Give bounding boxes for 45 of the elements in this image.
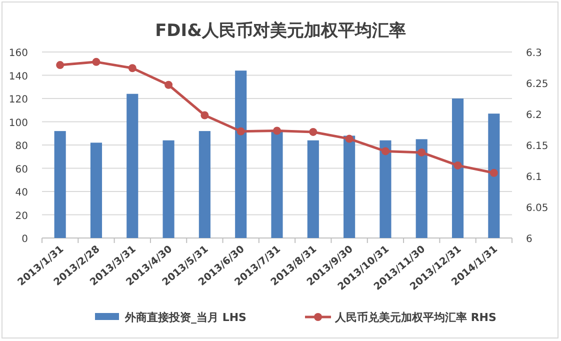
point <box>273 126 281 135</box>
bar <box>271 130 283 238</box>
y2-tick-label: 6.1 <box>526 172 542 183</box>
y-tick-label: 40 <box>15 188 28 198</box>
bar <box>416 139 428 238</box>
point <box>309 128 318 136</box>
bar <box>488 114 500 238</box>
y2-tick-label: 6.05 <box>526 203 548 214</box>
point <box>454 161 462 170</box>
point <box>200 111 209 120</box>
y-tick-label: 80 <box>15 141 28 152</box>
point <box>345 134 354 143</box>
chart-title: FDI&人民币对美元加权平均汇率 <box>155 21 406 41</box>
y2-tick-label: 6.25 <box>526 79 548 90</box>
y-tick-label: 140 <box>8 71 28 82</box>
bar <box>307 140 319 238</box>
point <box>381 147 390 156</box>
point <box>56 61 64 70</box>
y-tick-label: 20 <box>15 210 28 222</box>
y2-tick-label: 6.2 <box>526 110 542 121</box>
y-tick-label: 0 <box>22 234 28 245</box>
bar <box>90 142 102 238</box>
legend-label: 外商直接投资_当月 LHS <box>124 311 247 324</box>
y-tick-label: 120 <box>8 94 28 106</box>
point <box>490 168 498 177</box>
legend-label: 人民币兑美元加权平均汇率 RHS <box>334 311 497 324</box>
y-tick-label: 100 <box>8 118 28 129</box>
point <box>236 127 245 136</box>
bar <box>344 136 356 238</box>
bar <box>126 94 138 238</box>
bar <box>452 98 464 238</box>
point <box>164 80 173 89</box>
y2-tick-label: 6.3 <box>526 48 542 59</box>
point <box>128 64 136 72</box>
bar <box>54 131 66 238</box>
bar <box>162 140 174 238</box>
point <box>418 148 426 156</box>
bar <box>235 70 247 238</box>
point <box>92 58 100 66</box>
y2-tick-label: 6 <box>526 234 532 245</box>
y2-tick-label: 6.15 <box>526 141 548 152</box>
y-tick-label: 160 <box>8 48 28 59</box>
y-tick-label: 60 <box>15 164 28 176</box>
bar <box>198 131 210 238</box>
bar <box>380 140 392 238</box>
